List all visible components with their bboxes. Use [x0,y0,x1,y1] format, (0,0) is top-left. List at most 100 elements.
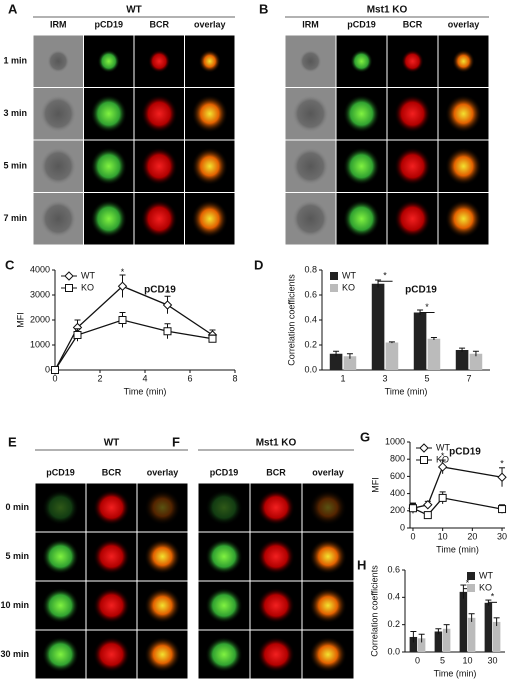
y-tick-label: 2000 [30,314,50,324]
cell-signal [205,489,243,526]
x-tick-label: 20 [467,531,477,541]
cell-signal [42,636,79,673]
panel-letter: B [259,1,268,16]
significance: * [121,267,125,277]
cell-signal [47,49,70,73]
cell-signal [205,538,243,575]
cell-signal [144,636,181,673]
cell-signal [42,587,79,624]
row-label: 7 min [3,213,27,223]
bar [385,342,399,370]
point [438,493,447,502]
x-tick-label: 0 [415,655,420,665]
point [423,500,433,510]
y-tick-label: 3000 [30,289,50,299]
cell-signal [309,587,347,624]
cell-signal [97,49,120,73]
column-header: pCD19 [210,467,239,477]
cell-signal [257,489,295,526]
cell-signal [191,147,228,186]
bar [371,283,385,370]
y-axis-label: MFI [15,312,25,328]
x-tick-label: 6 [187,373,192,383]
y-tick-label: 0.4 [304,314,317,324]
cell-signal [292,147,329,186]
cell-signal [191,199,228,238]
legend-swatch [467,584,475,592]
y-tick-label: 0.8 [304,264,317,274]
x-tick-label: 1 [340,373,345,383]
x-tick-label: 10 [438,531,448,541]
point [162,300,173,310]
y-tick-label: 1000 [385,436,405,446]
y-tick-label: 0.0 [387,646,400,656]
cell-signal [90,147,127,186]
panel-letter: E [8,434,17,449]
column-header: pCD19 [94,19,123,29]
cell-signal [90,199,127,238]
row-label: 1 min [3,56,27,66]
cell-signal [144,538,181,575]
panel-letter: G [360,429,370,444]
column-header: BCR [403,19,423,29]
significance: * [441,451,445,461]
cell-signal [93,489,130,526]
cell-signal [343,147,380,186]
cell-signal [452,49,475,73]
row-label: 3 min [3,108,27,118]
legend-marker [65,284,73,292]
significance: * [383,271,387,281]
x-tick-label: 5 [424,373,429,383]
y-tick-label: 800 [390,454,405,464]
y-tick-label: 1000 [30,339,50,349]
cell-signal [144,587,181,624]
y-tick-label: 200 [390,505,405,515]
point [498,505,507,514]
chart-subtitle: pCD19 [144,285,176,296]
column-header: BCR [102,467,122,477]
cell-signal [93,538,130,575]
bar [459,591,468,652]
series-line [412,466,503,509]
row-label: 30 min [0,649,29,659]
column-header: overlay [312,467,344,477]
row-label: 5 min [5,551,29,561]
y-tick-label: 0.0 [304,364,317,374]
cell-signal [40,147,77,186]
cell-signal [292,199,329,238]
column-header: overlay [194,19,226,29]
bar [417,638,426,652]
column-header: overlay [448,19,480,29]
y-tick-label: 0.6 [387,564,400,574]
bar [469,353,483,370]
chart-subtitle: pCD19 [449,447,481,458]
point [423,511,432,520]
panel-letter: C [5,257,15,272]
cell-signal [40,94,77,133]
x-tick-label: 7 [466,373,471,383]
y-tick-label: 0 [400,522,405,532]
x-axis-label: Time (min) [434,668,477,678]
cell-signal [257,587,295,624]
cell-signal [198,49,221,73]
bar [492,621,501,652]
column-header: IRM [302,19,319,29]
cell-signal [205,636,243,673]
bar [484,602,493,652]
x-axis-label: Time (min) [124,386,167,396]
panel-title: WT [126,5,142,16]
point [497,472,507,482]
x-axis-label: Time (min) [436,544,479,554]
y-tick-label: 400 [390,488,405,498]
significance: * [466,578,470,588]
cell-signal [40,199,77,238]
x-tick-label: 5 [440,655,445,665]
y-tick-label: 0.6 [304,289,317,299]
bar [427,338,441,370]
cell-signal [191,94,228,133]
cell-signal [445,94,482,133]
x-tick-label: 8 [232,373,237,383]
cell-signal [394,94,431,133]
cell-signal [292,94,329,133]
